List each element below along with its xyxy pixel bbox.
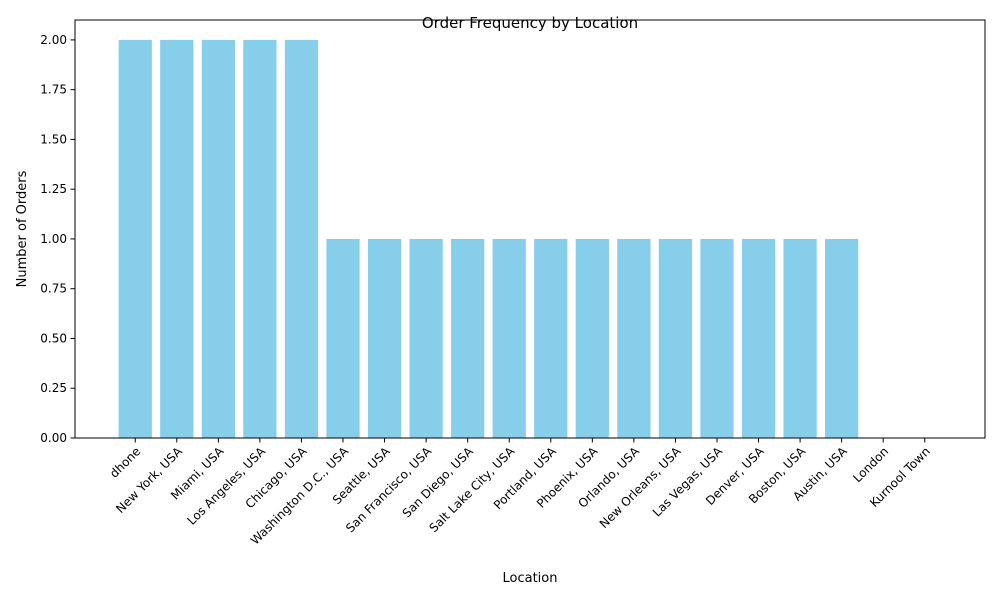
y-axis-label: Number of Orders: [15, 170, 30, 287]
y-tick-label: 2.00: [40, 33, 67, 47]
bar-11: [575, 238, 609, 438]
x-tick-label: San Diego, USA: [400, 444, 477, 521]
y-tick-label: 1.00: [40, 232, 67, 246]
y-tick-label: 1.50: [40, 132, 67, 146]
y-tick-label: 0.50: [40, 331, 67, 345]
bar-12: [617, 238, 651, 438]
bars-group: [118, 39, 859, 439]
bar-4: [284, 39, 319, 439]
bar-7: [409, 238, 443, 438]
x-axis-label: Location: [503, 571, 558, 586]
bar-8: [451, 238, 485, 438]
x-tick-label: dhone: [107, 444, 143, 480]
bar-6: [367, 238, 402, 438]
bar-17: [825, 238, 859, 438]
y-tick-label: 0.25: [40, 381, 67, 395]
plot-frame: [74, 19, 986, 439]
x-tick-label: London: [850, 444, 891, 485]
y-tick-label: 0.75: [40, 282, 67, 296]
y-tick-label: 0.00: [40, 431, 67, 445]
x-tick-label: Las Vegas, USA: [650, 444, 726, 520]
bar-15: [741, 238, 776, 438]
chart-title: Order Frequency by Location: [422, 14, 638, 32]
y-axis: 0.00 0.25 0.50 0.75 1.00 1.25 1.50 1.75 2.00: [40, 33, 75, 445]
y-tick-label: 1.75: [40, 83, 67, 97]
bar-5: [326, 238, 360, 438]
bar-1: [160, 39, 194, 439]
x-tick-label: Los Angeles, USA: [184, 444, 268, 528]
bar-13: [658, 238, 693, 438]
bar-0: [118, 39, 152, 439]
bar-3: [243, 39, 277, 439]
bar-2: [201, 39, 235, 439]
y-tick-label: 1.25: [40, 182, 67, 196]
bar-10: [534, 238, 568, 438]
bar-16: [783, 238, 817, 438]
bar-14: [700, 238, 734, 438]
bar-9: [492, 238, 526, 438]
